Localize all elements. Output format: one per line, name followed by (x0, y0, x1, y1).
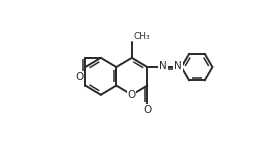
Text: O: O (143, 105, 151, 115)
Text: O: O (75, 72, 83, 82)
Text: O: O (128, 90, 136, 100)
Text: CH₃: CH₃ (133, 32, 150, 41)
Text: N: N (159, 61, 167, 71)
Text: N: N (174, 61, 182, 71)
